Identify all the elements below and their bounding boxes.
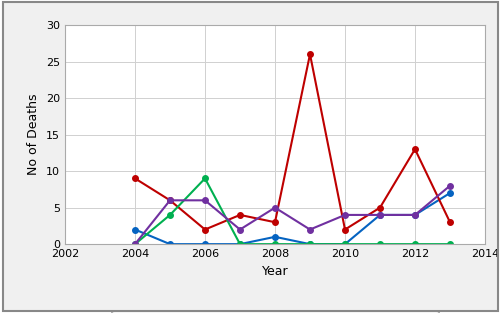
Hail [342,242,348,246]
Line: Squall: Squall [132,190,453,247]
X-axis label: Year: Year [262,264,288,278]
Thunderstorm [202,228,208,231]
Lightning [237,228,243,231]
Lightning [447,184,453,187]
Squall [132,228,138,231]
Y-axis label: No of Deaths: No of Deaths [28,94,40,175]
Thunderstorm [237,213,243,217]
Hail [447,242,453,246]
Lightning [272,206,278,209]
Hail [237,242,243,246]
Hail [167,213,173,217]
Line: Lightning: Lightning [132,183,453,247]
Squall [272,235,278,239]
Thunderstorm [307,52,313,56]
Lightning [412,213,418,217]
Line: Hail: Hail [132,176,453,247]
Lightning [167,198,173,202]
Hail [307,242,313,246]
Hail [412,242,418,246]
Legend: Squall, Thunderstorm, Hail, Lightning: Squall, Thunderstorm, Hail, Lightning [112,311,438,313]
Hail [132,242,138,246]
Line: Thunderstorm: Thunderstorm [132,51,453,232]
Squall [412,213,418,217]
Squall [447,191,453,195]
Squall [342,242,348,246]
Thunderstorm [132,177,138,180]
Thunderstorm [377,206,383,209]
Lightning [377,213,383,217]
Squall [202,242,208,246]
Lightning [307,228,313,231]
Hail [272,242,278,246]
Squall [307,242,313,246]
Squall [237,242,243,246]
Squall [167,242,173,246]
Thunderstorm [342,228,348,231]
Hail [377,242,383,246]
Thunderstorm [272,220,278,224]
Lightning [132,242,138,246]
Lightning [202,198,208,202]
Thunderstorm [412,147,418,151]
Thunderstorm [447,220,453,224]
Hail [202,177,208,180]
Thunderstorm [167,198,173,202]
Lightning [342,213,348,217]
Squall [377,213,383,217]
